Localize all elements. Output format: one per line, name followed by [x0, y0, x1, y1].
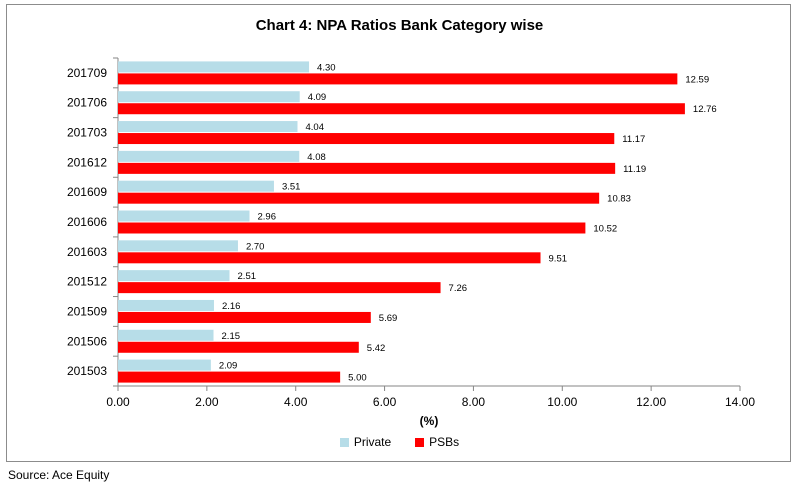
chart-title: Chart 4: NPA Ratios Bank Category wise	[255, 17, 544, 34]
data-label-private: 4.04	[305, 122, 324, 133]
legend-swatch	[339, 437, 349, 447]
x-tick-label: 4.00	[284, 395, 308, 409]
category-label: 201512	[67, 275, 107, 289]
x-tick-label: 14.00	[725, 395, 755, 409]
legend-item: Private	[339, 435, 392, 449]
x-tick-label: 2.00	[195, 395, 219, 409]
data-label-psbs: 12.59	[685, 74, 709, 85]
bar-psbs	[118, 311, 371, 323]
x-tick-label: 0.00	[106, 395, 130, 409]
data-label-private: 2.09	[219, 361, 238, 372]
x-tick-label: 6.00	[373, 395, 397, 409]
data-label-psbs: 5.69	[379, 313, 398, 324]
bar-psbs	[118, 103, 685, 115]
bar-private	[118, 180, 274, 192]
category-label: 201609	[67, 185, 107, 199]
legend: Private PSBs	[7, 435, 792, 449]
bar-chart: 0.00 2.00 4.00 6.00 8.00 10.00 12.00 14.00 (%) 20…	[67, 57, 755, 428]
x-tick-label: 12.00	[636, 395, 666, 409]
category-label: 201706	[67, 96, 107, 110]
data-label-private: 4.30	[317, 62, 336, 73]
data-label-private: 2.16	[222, 301, 241, 312]
data-label-psbs: 9.51	[549, 253, 568, 264]
bar-private	[118, 61, 310, 73]
legend-label: Private	[353, 435, 392, 449]
chart-frame: Chart 4: NPA Ratios Bank Category wise 0…	[6, 4, 791, 462]
source-note: Source: Ace Equity	[8, 468, 110, 482]
x-tick-label: 10.00	[547, 395, 577, 409]
data-label-private: 2.51	[238, 271, 257, 282]
bar-private	[118, 150, 300, 162]
bar-psbs	[118, 282, 441, 294]
bar-psbs	[118, 252, 541, 264]
category-label: 201506	[67, 334, 107, 348]
x-tick-label: 8.00	[462, 395, 486, 409]
bar-psbs	[118, 371, 341, 383]
bar-private	[118, 359, 211, 371]
data-label-private: 2.96	[258, 212, 277, 223]
category-label: 201703	[67, 126, 107, 140]
data-label-private: 3.51	[282, 182, 301, 193]
bar-private	[118, 210, 250, 222]
data-label-private: 4.08	[307, 152, 326, 163]
bar-private	[118, 329, 214, 341]
category-label: 201709	[67, 66, 107, 80]
data-label-psbs: 11.19	[623, 164, 646, 175]
bar-psbs	[118, 162, 616, 174]
data-label-psbs: 7.26	[449, 283, 468, 294]
bar-private	[118, 270, 230, 282]
legend-label: PSBs	[429, 435, 460, 449]
category-label: 201603	[67, 245, 107, 259]
x-axis-title: (%)	[420, 414, 439, 428]
data-label-private: 2.15	[222, 331, 241, 342]
bar-private	[118, 91, 300, 103]
bar-psbs	[118, 222, 586, 234]
data-label-psbs: 5.42	[367, 343, 386, 354]
legend-item: PSBs	[415, 435, 459, 449]
data-label-private: 4.09	[308, 92, 327, 103]
bar-private	[118, 121, 298, 133]
data-label-psbs: 10.83	[607, 194, 631, 205]
data-label-psbs: 11.17	[622, 134, 645, 145]
data-label-private: 2.70	[246, 241, 265, 252]
bar-psbs	[118, 73, 678, 85]
category-label: 201503	[67, 364, 107, 378]
bar-psbs	[118, 192, 600, 204]
data-label-psbs: 10.52	[593, 224, 617, 235]
bar-psbs	[118, 341, 359, 353]
category-label: 201509	[67, 304, 107, 318]
data-label-psbs: 5.00	[348, 373, 367, 384]
data-label-psbs: 12.76	[693, 104, 717, 115]
legend-swatch	[415, 437, 425, 447]
bar-psbs	[118, 133, 615, 145]
category-label: 201606	[67, 215, 107, 229]
category-label: 201612	[67, 155, 107, 169]
bar-private	[118, 299, 214, 311]
bar-private	[118, 240, 238, 252]
